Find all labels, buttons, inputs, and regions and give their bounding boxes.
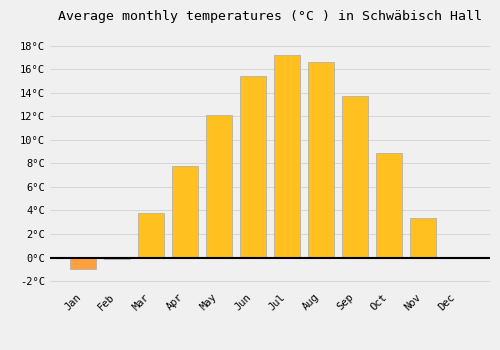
Bar (206, 115, 232, 258)
Bar (274, 55, 300, 258)
Bar (376, 153, 402, 258)
Bar (410, 218, 436, 258)
Bar (138, 213, 164, 258)
Bar (172, 166, 198, 258)
Bar (308, 62, 334, 258)
Bar (70, 258, 96, 270)
Title: Average monthly temperatures (°C ) in Schwäbisch Hall: Average monthly temperatures (°C ) in Sc… (58, 10, 482, 23)
Bar (342, 96, 368, 258)
Bar (240, 76, 266, 258)
Bar (104, 258, 130, 259)
